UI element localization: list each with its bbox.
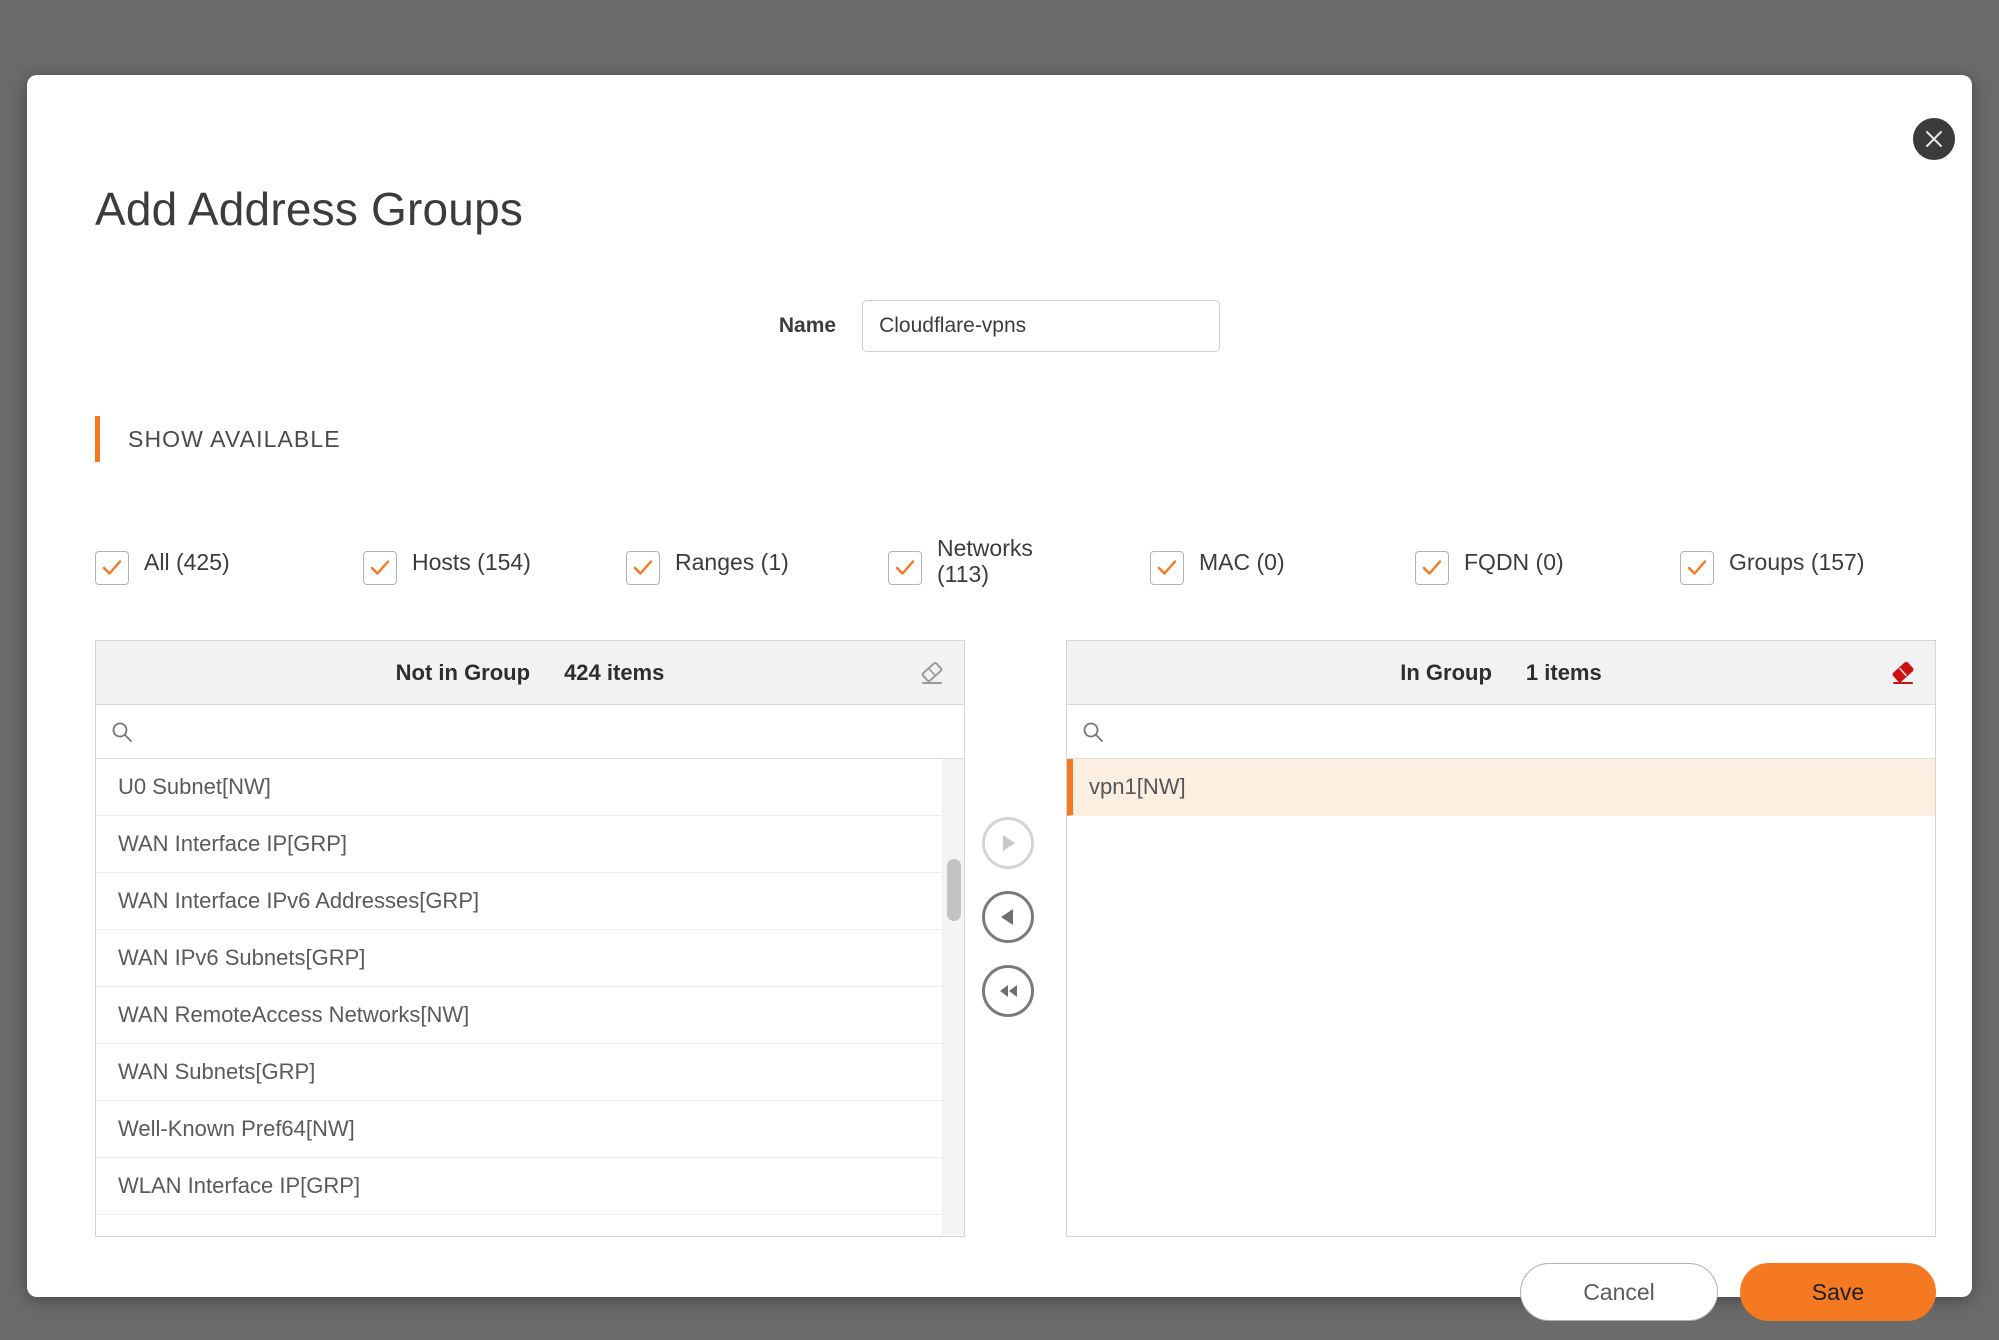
play-right-icon: [1003, 835, 1015, 851]
search-icon: [110, 720, 134, 744]
add-address-groups-dialog: Add Address Groups Name SHOW AVAILABLE A…: [27, 75, 1972, 1321]
filter-ranges[interactable]: Ranges (1): [626, 549, 789, 585]
list-item[interactable]: WAN Interface IPv6 Addresses[GRP]: [96, 873, 964, 930]
move-right-button[interactable]: [982, 817, 1034, 869]
not-in-group-search-input[interactable]: [144, 705, 950, 758]
checkbox-icon[interactable]: [1680, 551, 1714, 585]
name-label: Name: [778, 314, 837, 337]
play-left-icon: [1001, 909, 1013, 925]
name-field-row: Name: [27, 300, 1972, 352]
in-group-panel: In Group 1 items: [1066, 640, 1936, 1237]
list-item[interactable]: Well-Known Pref64[NW]: [96, 1101, 964, 1158]
checkbox-icon[interactable]: [363, 551, 397, 585]
checkbox-icon[interactable]: [626, 551, 660, 585]
filter-label: Ranges (1): [675, 549, 789, 575]
list-item[interactable]: WAN IPv6 Subnets[GRP]: [96, 930, 964, 987]
list-item[interactable]: WAN RemoteAccess Networks[NW]: [96, 987, 964, 1044]
not-in-group-panel: Not in Group 424 items: [95, 640, 965, 1237]
search-icon: [1081, 720, 1105, 744]
list-item[interactable]: WLAN Interface IP[GRP]: [96, 1158, 964, 1215]
transfer-controls: [982, 817, 1034, 1017]
name-input[interactable]: [862, 300, 1221, 352]
eraser-icon[interactable]: [1888, 658, 1918, 688]
dialog-footer: Cancel Save: [27, 1263, 1936, 1321]
not-in-group-header: Not in Group 424 items: [96, 641, 964, 705]
close-button[interactable]: [1908, 113, 1960, 165]
filter-hosts[interactable]: Hosts (154): [363, 549, 531, 585]
filter-label: Networks (113): [937, 535, 1033, 588]
in-group-header: In Group 1 items: [1067, 641, 1935, 705]
list-item[interactable]: vpn1[NW]: [1067, 759, 1935, 816]
not-in-group-searchbar[interactable]: [96, 705, 964, 759]
panel-item-count: 1 items: [1525, 659, 1602, 685]
filter-groups[interactable]: Groups (157): [1680, 549, 1865, 585]
panel-title: In Group: [1400, 659, 1492, 685]
section-title: SHOW AVAILABLE: [128, 425, 341, 452]
move-left-button[interactable]: [982, 891, 1034, 943]
eraser-icon[interactable]: [917, 658, 947, 688]
cancel-button[interactable]: Cancel: [1520, 1263, 1718, 1321]
filter-label: Groups (157): [1729, 549, 1865, 575]
filter-label: MAC (0): [1199, 549, 1285, 575]
checkbox-icon[interactable]: [1415, 551, 1449, 585]
checkbox-icon[interactable]: [95, 551, 129, 585]
show-available-section-header: SHOW AVAILABLE: [95, 416, 341, 462]
filter-mac[interactable]: MAC (0): [1150, 549, 1285, 585]
close-icon: [1926, 131, 1942, 147]
list-item[interactable]: WAN Subnets[GRP]: [96, 1044, 964, 1101]
in-group-search-input[interactable]: [1115, 705, 1921, 758]
list-scrollbar[interactable]: [942, 759, 964, 1235]
move-all-left-button[interactable]: [982, 965, 1034, 1017]
scrollbar-thumb[interactable]: [947, 859, 961, 921]
save-button[interactable]: Save: [1740, 1263, 1936, 1321]
panel-title: Not in Group: [395, 659, 531, 685]
filter-label: All (425): [144, 549, 230, 575]
section-accent-bar: [95, 416, 100, 462]
rewind-left-icon: [1000, 985, 1017, 997]
checkbox-icon[interactable]: [888, 551, 922, 585]
list-item[interactable]: U0 Subnet[NW]: [96, 759, 964, 816]
not-in-group-list: U0 Subnet[NW] WAN Interface IP[GRP] WAN …: [96, 759, 964, 1235]
in-group-searchbar[interactable]: [1067, 705, 1935, 759]
filter-label: FQDN (0): [1464, 549, 1564, 575]
in-group-list: vpn1[NW]: [1067, 759, 1935, 1235]
checkbox-icon[interactable]: [1150, 551, 1184, 585]
filter-fqdn[interactable]: FQDN (0): [1415, 549, 1564, 585]
filter-all[interactable]: All (425): [95, 549, 230, 585]
filter-networks[interactable]: Networks (113): [888, 535, 1057, 588]
filter-label: Hosts (154): [412, 549, 531, 575]
panel-item-count: 424 items: [564, 659, 665, 685]
list-item[interactable]: WAN Interface IP[GRP]: [96, 816, 964, 873]
page-title: Add Address Groups: [95, 183, 524, 235]
filter-checkbox-row: All (425) Hosts (154) Ranges (1) Network…: [95, 535, 1905, 605]
